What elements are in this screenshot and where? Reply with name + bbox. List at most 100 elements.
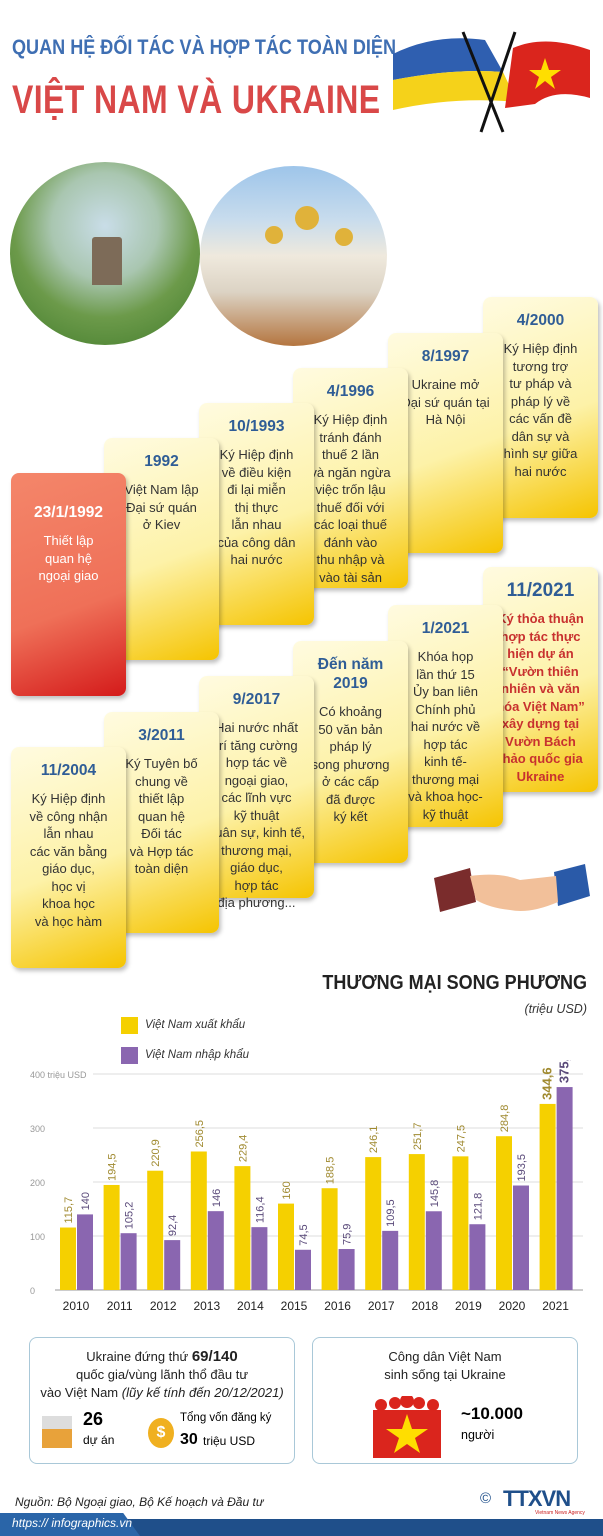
timeline-text: Khóa họp lần thứ 15 Ủy ban liên Chính ph… — [408, 649, 483, 822]
projects-count: 26 — [83, 1409, 104, 1429]
citizens-count: ~10.000 — [461, 1404, 523, 1423]
investment-rank: 69/140 — [191, 1348, 238, 1365]
timeline-card: 11/2021 Ký thỏa thuận hợp tác thực hiện d… — [483, 567, 598, 792]
export-value-label: 256,5 — [194, 1120, 206, 1148]
export-value-label: 188,5 — [325, 1157, 337, 1185]
investment-line3: vào Việt Nam — [40, 1385, 122, 1400]
timeline-date: 3/2011 — [138, 727, 185, 744]
export-value-label: 344,6 — [540, 1067, 555, 1100]
timeline-text: Ukraine mở Đại sứ quán tại Hà Nội — [401, 377, 490, 427]
timeline-date: 9/2017 — [232, 691, 281, 708]
timeline-text: Ký Tuyên bố chung về thiết lập quan hệ Đ… — [125, 756, 198, 876]
timeline-text: Ký Hiệp định về công nhận lẫn nhau các v… — [29, 791, 108, 929]
export-bar — [234, 1166, 251, 1290]
timeline-card: 4/2000 Ký Hiệp định tương trợ tư pháp và … — [483, 297, 598, 518]
documents-icon — [42, 1416, 72, 1448]
export-value-label: 229,4 — [237, 1135, 249, 1163]
export-bar — [365, 1157, 382, 1290]
import-bar — [469, 1224, 486, 1290]
kyiv-lavra-photo — [200, 166, 387, 346]
star-icon — [529, 58, 561, 89]
x-tick-label: 2011 — [107, 1299, 133, 1313]
investment-line1: Ukraine đứng thứ — [86, 1349, 192, 1364]
timeline-card: 11/2004 Ký Hiệp định về công nhận lẫn nha… — [11, 747, 126, 968]
citizens-line2: sinh sống tại Ukraine — [384, 1367, 506, 1382]
export-value-label: 246,1 — [368, 1126, 380, 1154]
x-tick-label: 2013 — [193, 1299, 220, 1313]
x-tick-label: 2016 — [324, 1299, 351, 1313]
x-tick-label: 2020 — [499, 1299, 526, 1313]
x-tick-label: 2014 — [237, 1299, 264, 1313]
projects-label: dự án — [83, 1433, 115, 1447]
export-value-label: 160 — [281, 1181, 293, 1199]
timeline-date: 4/2000 — [516, 312, 565, 329]
import-bar — [513, 1185, 529, 1290]
y-tick-label: 100 — [30, 1232, 45, 1242]
golden-dome — [335, 228, 353, 246]
import-value-label: 75,9 — [342, 1224, 354, 1245]
x-tick-label: 2018 — [411, 1299, 438, 1313]
timeline-date: 8/1997 — [421, 348, 470, 365]
citizens-box: Công dân Việt Nam sinh sống tại Ukraine … — [312, 1337, 578, 1464]
flagpole — [461, 31, 505, 133]
import-value-label: 145,8 — [429, 1180, 441, 1208]
timeline-text: Ký thỏa thuận hợp tác thực hiện dự án “V… — [496, 611, 585, 784]
export-bar — [321, 1188, 338, 1290]
x-tick-label: 2015 — [281, 1299, 308, 1313]
ttxvn-logo: TTXVN — [503, 1486, 571, 1511]
investment-note: (lũy kế tính đến 20/12/2021) — [121, 1385, 284, 1400]
vietnam-flag — [505, 41, 590, 108]
timeline-date: 1/2021 — [421, 620, 470, 637]
flagpole — [479, 31, 517, 133]
hoan-kiem-lake-photo — [10, 162, 200, 345]
import-bar — [338, 1249, 355, 1290]
subtitle: QUAN HỆ ĐỐI TÁC VÀ HỢP TÁC TOÀN DIỆN — [12, 36, 396, 59]
legend-swatch-export — [121, 1017, 138, 1034]
import-value-label: 193,5 — [516, 1154, 528, 1182]
import-bar — [382, 1230, 399, 1290]
export-bar — [539, 1103, 556, 1290]
x-tick-label: 2019 — [455, 1299, 482, 1313]
flags-illustration — [393, 31, 590, 133]
import-value-label: 105,2 — [124, 1202, 136, 1230]
y-tick-label: 400 triệu USD — [30, 1070, 87, 1080]
url-tab — [0, 1513, 140, 1536]
trade-bar-chart: 0 100 200 300 400 triệu USD 115,7 140 2010 194,5… — [30, 1060, 583, 1313]
capital-label: Tổng vốn đăng ký — [180, 1412, 272, 1424]
golden-dome — [295, 206, 319, 230]
export-value-label: 251,7 — [412, 1123, 424, 1151]
export-value-label: 247,5 — [455, 1125, 467, 1153]
export-bar — [278, 1203, 294, 1290]
x-tick-label: 2010 — [63, 1299, 90, 1313]
footer-bar — [0, 1519, 603, 1536]
timeline-date: 1992 — [144, 453, 179, 470]
timeline-card: 4/1996 Ký Hiệp định tránh đánh thuế 2 lần… — [293, 368, 408, 588]
import-value-label: 116,4 — [254, 1196, 266, 1223]
timeline-date: 4/1996 — [326, 383, 375, 400]
import-bar — [77, 1214, 93, 1290]
golden-dome — [265, 226, 283, 244]
export-bar — [408, 1154, 425, 1290]
export-bar — [147, 1170, 164, 1290]
export-bar — [496, 1136, 512, 1290]
logo-subtitle: Vietnam News Agency — [535, 1510, 585, 1516]
import-bar — [295, 1249, 311, 1290]
import-value-label: 121,8 — [472, 1193, 484, 1221]
timeline-date: 10/1993 — [228, 418, 285, 435]
ukraine-flag — [393, 38, 517, 110]
turtle-tower — [92, 237, 122, 285]
timeline-text: Ký Hiệp định về điều kiện đi lại miễn th… — [217, 447, 296, 567]
legend-swatch-import — [121, 1047, 138, 1064]
export-bar — [452, 1156, 469, 1290]
x-tick-label: 2021 — [542, 1299, 569, 1313]
import-value-label: 109,5 — [385, 1199, 397, 1227]
y-tick-label: 200 — [30, 1178, 45, 1188]
legend-export: Việt Nam xuất khẩu — [145, 1019, 246, 1031]
import-value-label: 74,5 — [298, 1224, 310, 1245]
website-link[interactable]: https:// infographics.vn — [12, 1516, 133, 1530]
handshake-icon — [434, 864, 590, 912]
import-bar — [425, 1211, 442, 1290]
copyright-icon: © — [480, 1490, 492, 1507]
timeline-date: 11/2021 — [506, 580, 575, 601]
import-bar — [120, 1233, 137, 1290]
